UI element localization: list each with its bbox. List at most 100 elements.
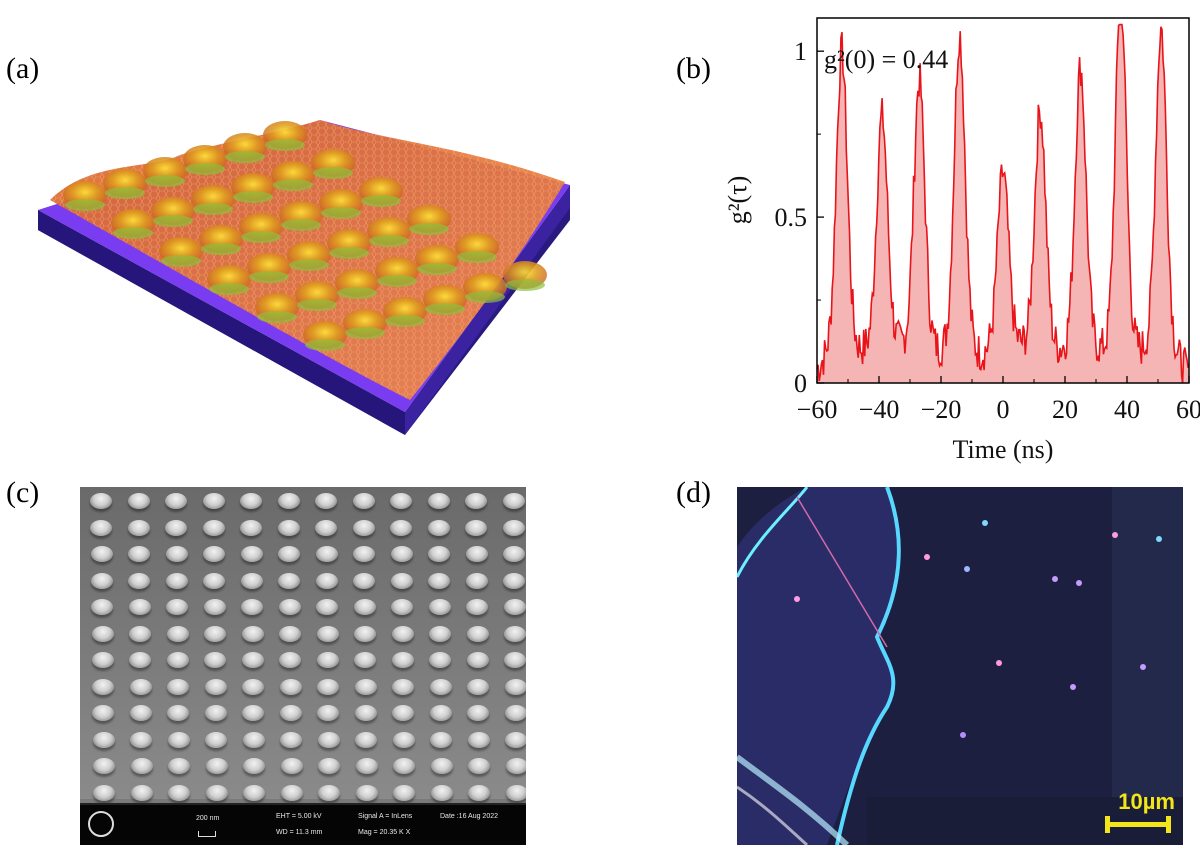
pillar-base (241, 231, 281, 243)
nanopillar (280, 784, 303, 801)
nanopillar (165, 493, 187, 509)
pillar-base (305, 339, 345, 351)
pillar-base (345, 327, 385, 339)
nanopillar (430, 758, 453, 774)
nanopillar (93, 784, 116, 801)
nanopillar (317, 678, 340, 695)
nanopillar (241, 652, 264, 668)
emitter-spot (1156, 536, 1162, 542)
sem-scale-bar (198, 831, 216, 837)
pillar-base (105, 187, 145, 199)
nanopillar (355, 758, 378, 774)
nanopillar (204, 652, 227, 668)
nanopillar (354, 652, 377, 668)
nanopillar (466, 599, 489, 615)
nanopillar (129, 678, 152, 695)
pillar-base (201, 243, 241, 255)
nanopillar (167, 731, 190, 748)
pillar-base (385, 315, 425, 327)
nanopillar (130, 731, 153, 748)
x-tick-label: 60 (1176, 395, 1200, 424)
x-axis-label: Time (ns) (953, 435, 1054, 464)
nanopillar (280, 731, 303, 748)
nanopillar-bumps (63, 121, 547, 351)
nanopillar (240, 519, 263, 536)
nanopillar (279, 652, 302, 668)
nanopillar (278, 546, 301, 562)
emitter-spot (924, 554, 930, 560)
nanopillar (465, 546, 488, 562)
pillar-base (113, 227, 153, 239)
sem-scale-label: 200 nm (196, 815, 220, 822)
y-tick-label: 0 (794, 369, 807, 398)
nanopillar (503, 599, 526, 615)
nanopillar (353, 572, 376, 589)
nanopillar (91, 652, 114, 668)
nanopillar (318, 758, 340, 774)
nanopillar (393, 784, 416, 801)
nanopillar (353, 546, 376, 562)
nanopillar (316, 599, 339, 615)
pillar-base (265, 139, 305, 151)
nanopillar (315, 493, 337, 509)
y-tick-label: 1 (794, 37, 807, 66)
nanopillar (130, 784, 153, 801)
nanopillar (203, 572, 226, 589)
nanopillar (278, 572, 301, 589)
sem-wd: WD = 11.3 mm (276, 829, 323, 836)
pillar-base (209, 283, 249, 295)
y-axis-label: g²(τ) (723, 176, 752, 225)
nanopillar (430, 731, 453, 748)
nanopillar (502, 493, 525, 509)
pillar-base (281, 219, 321, 231)
nanopillar (504, 705, 526, 721)
nanopillar (390, 546, 413, 562)
nanopillar (279, 625, 301, 642)
nanopillar (279, 705, 302, 721)
nanopillar (352, 519, 375, 536)
nanopillar (128, 546, 151, 562)
nanopillar (92, 678, 115, 695)
nanopillar (129, 625, 151, 642)
panel-label-a: (a) (6, 52, 40, 85)
nanopillar (93, 758, 115, 774)
emitter-spot (960, 732, 966, 738)
flake-outline (737, 487, 1183, 845)
nanopillar (165, 546, 188, 562)
pillar-base (249, 271, 289, 283)
sem-mag: Mag = 20.35 K X (358, 829, 411, 836)
nanopillar (240, 546, 263, 562)
pillar-base (409, 223, 449, 235)
nanopillar (279, 678, 302, 695)
nanopillar (166, 652, 189, 668)
nanopillar (427, 493, 450, 509)
nanopillar (92, 705, 115, 721)
nanopillar (240, 493, 262, 509)
nanopillar (204, 705, 227, 721)
substrate-front-face (38, 210, 405, 435)
x-tick-label: 40 (1114, 395, 1140, 424)
panel-label-c: (c) (6, 476, 40, 509)
pillar-base (257, 311, 297, 323)
nanopillar (390, 493, 412, 509)
panel-label-d: (d) (676, 476, 711, 509)
nanopillar (465, 519, 488, 536)
pillar-base (377, 275, 417, 287)
nanopillar (205, 784, 228, 801)
nanopillar (502, 519, 525, 536)
pillar-base (361, 195, 401, 207)
scalebar (1105, 816, 1171, 833)
nanopillar (391, 652, 414, 668)
nanopillar (391, 625, 414, 642)
nanopillar (242, 731, 265, 748)
nanopillar (315, 546, 338, 562)
nanopillar (167, 678, 190, 695)
nanopillar (503, 546, 526, 562)
nanopillar (430, 784, 453, 801)
pillar-base (369, 235, 409, 247)
nanopillar (465, 493, 487, 509)
nanopillar (393, 758, 415, 774)
panel-label-b: (b) (676, 52, 711, 85)
nanopillar (468, 758, 490, 774)
pillar-base (145, 175, 185, 187)
